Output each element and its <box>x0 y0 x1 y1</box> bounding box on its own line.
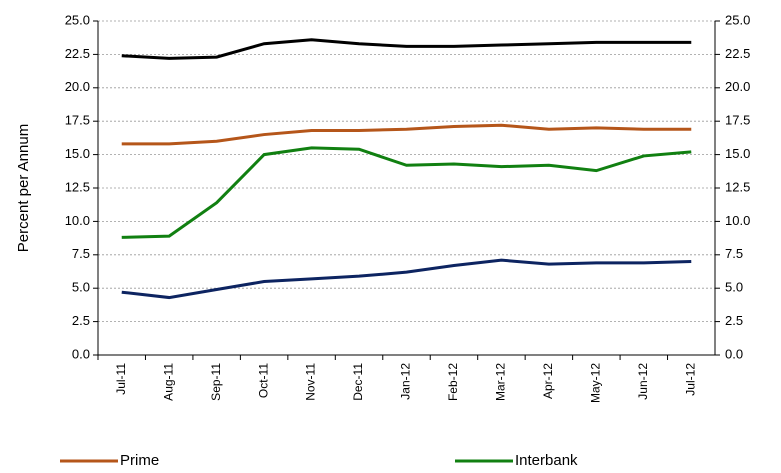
x-tick-label: Oct-11 <box>256 363 270 398</box>
y2-tick-label: 2.5 <box>725 313 743 328</box>
y-tick-label: 10.0 <box>65 213 90 228</box>
y-tick-label: 2.5 <box>72 313 90 328</box>
y2-tick-label: 17.5 <box>725 113 750 128</box>
y2-tick-label: 10.0 <box>725 213 750 228</box>
y2-tick-label: 5.0 <box>725 280 743 295</box>
y-tick-label: 0.0 <box>72 346 90 361</box>
line-series <box>121 123 692 146</box>
y-tick-label: 20.0 <box>65 79 90 94</box>
y-tick-label: 12.5 <box>65 179 90 194</box>
y2-tick-label: 0.0 <box>725 346 743 361</box>
y2-tick-label: 20.0 <box>725 79 750 94</box>
y-tick-label: 7.5 <box>72 246 90 261</box>
y2-tick-label: 7.5 <box>725 246 743 261</box>
y2-tick-label: 15.0 <box>725 146 750 161</box>
y-tick-label: 17.5 <box>65 113 90 128</box>
x-tick-label: Jul-12 <box>683 363 697 396</box>
x-tick-label: Feb-12 <box>446 363 460 401</box>
x-tick-label: Jun-12 <box>636 363 650 400</box>
legend-label: Prime <box>120 452 159 468</box>
x-tick-label: Aug-11 <box>161 363 175 401</box>
line-series <box>121 38 692 60</box>
y2-tick-label: 12.5 <box>725 179 750 194</box>
x-tick-label: Jul-11 <box>114 363 128 395</box>
y-axis-label: Percent per Annum <box>15 124 32 252</box>
y2-tick-label: 25.0 <box>725 12 750 27</box>
x-tick-label: Mar-12 <box>494 363 508 401</box>
line-series <box>121 146 692 239</box>
x-tick-label: May-12 <box>589 363 603 403</box>
y-tick-label: 5.0 <box>72 280 90 295</box>
y2-tick-label: 22.5 <box>725 46 750 61</box>
x-tick-label: Jan-12 <box>399 363 413 400</box>
x-tick-label: Apr-12 <box>541 363 555 399</box>
y-tick-label: 15.0 <box>65 146 90 161</box>
x-tick-label: Nov-11 <box>304 363 318 401</box>
legend-label: Interbank <box>515 452 578 468</box>
x-tick-label: Dec-11 <box>351 363 365 401</box>
y-tick-label: 22.5 <box>65 46 90 61</box>
line-series <box>121 258 692 300</box>
x-tick-label: Sep-11 <box>209 363 223 401</box>
y-tick-label: 25.0 <box>65 12 90 27</box>
